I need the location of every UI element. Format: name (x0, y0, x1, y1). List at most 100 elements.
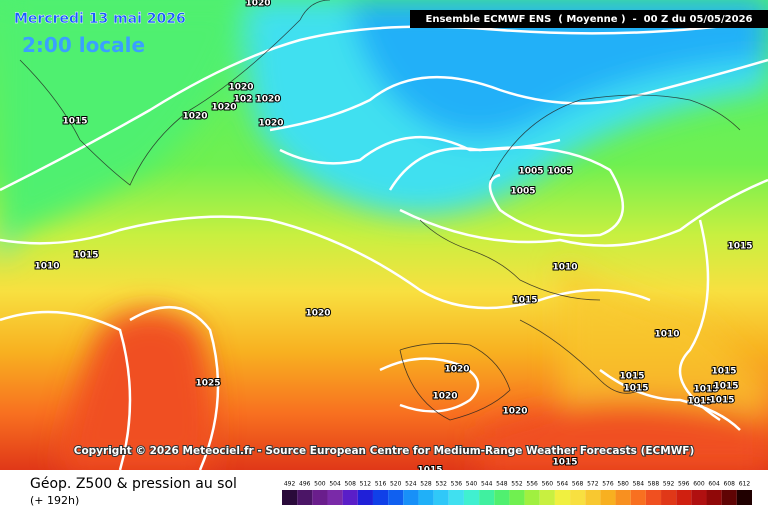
copyright: Copyright © 2026 Meteociel.fr - Source E… (74, 445, 695, 457)
legend-swatch (691, 490, 707, 505)
isobar-label: 1020 (211, 103, 236, 113)
legend-label: 520 (390, 481, 402, 488)
legend-label: 604 (708, 481, 720, 488)
isobar-label: 1015 (552, 458, 577, 468)
legend: 492 496 500 504 508 512 516 520 524 528 532 536 540 5… (282, 481, 752, 505)
legend-swatch (327, 490, 343, 505)
legend-label: 612 (739, 481, 751, 488)
isobar-label: 102 (234, 95, 253, 105)
isobar-label: 1005 (518, 167, 543, 177)
legend-label: 544 (481, 481, 493, 488)
isobar-label: 1025 (195, 379, 220, 389)
legend-label: 568 (572, 481, 584, 488)
legend-swatch (585, 490, 601, 505)
legend-label: 592 (663, 481, 675, 488)
isobar-label: 1020 (255, 95, 280, 105)
legend-label: 512 (360, 481, 372, 488)
legend-label: 532 (435, 481, 447, 488)
run-info: Ensemble ECMWF ENS ( Moyenne ) - 00 Z du… (426, 14, 753, 25)
footer-subtitle: (+ 192h) (30, 494, 79, 507)
isobar-label: 1015 (619, 372, 644, 382)
isobar-label: 1020 (305, 309, 330, 319)
isobar-label: 1010 (654, 330, 679, 340)
legend-swatch (494, 490, 510, 505)
isobar-label: 1015 (62, 117, 87, 127)
legend-swatch (479, 490, 495, 505)
legend-swatch (554, 490, 571, 505)
legend-label: 536 (451, 481, 463, 488)
legend-label: 540 (466, 481, 478, 488)
legend-label: 600 (693, 481, 705, 488)
legend-label: 524 (405, 481, 417, 488)
legend-label: 584 (633, 481, 645, 488)
legend-label: 548 (496, 481, 508, 488)
legend-label: 500 (314, 481, 326, 488)
isobar-label: 1015 (623, 384, 648, 394)
legend-swatch (706, 490, 722, 505)
local-time: 2:00 locale (22, 33, 145, 57)
legend-label: 560 (542, 481, 554, 488)
legend-swatch (524, 490, 540, 505)
footer-title: Géop. Z500 & pression au sol (30, 476, 237, 492)
legend-swatch (433, 490, 449, 505)
legend-swatch (342, 490, 358, 505)
legend-swatch (661, 490, 677, 505)
isobar-label: 1020 (432, 392, 457, 402)
isobar-label: 1005 (547, 167, 572, 177)
legend-swatch (372, 490, 389, 505)
coastlines (19, 0, 741, 421)
legend-label: 580 (617, 481, 629, 488)
isobar-label: 1020 (444, 365, 469, 375)
isobar-label: 1020 (502, 407, 527, 417)
isobar-label: 1015 (693, 385, 718, 395)
isobar-label: 1015 (713, 382, 738, 392)
legend-swatch (509, 490, 525, 505)
legend-label: 552 (511, 481, 523, 488)
isobar-label: 1015 (727, 242, 752, 252)
isobar-label: 1005 (510, 187, 535, 197)
legend-label: 576 (602, 481, 614, 488)
legend-swatch (721, 490, 737, 505)
legend-swatch (282, 490, 298, 505)
legend-swatch (418, 490, 434, 505)
isobar-label: 1015 (709, 396, 734, 406)
isobar-label: 1020 (245, 0, 270, 9)
legend-swatch (463, 490, 480, 505)
legend-swatch (645, 490, 662, 505)
legend-label: 588 (648, 481, 660, 488)
isobar-label: 1020 (258, 119, 283, 129)
isobar-label: 1015 (687, 397, 712, 407)
legend-swatch (448, 490, 464, 505)
isobar-label: 1015 (711, 367, 736, 377)
date: Mercredi 13 mai 2026 (14, 11, 186, 27)
legend-swatch (357, 490, 373, 505)
legend-label: 504 (329, 481, 341, 488)
legend-swatch (676, 490, 692, 505)
legend-swatch (312, 490, 328, 505)
legend-label: 572 (587, 481, 599, 488)
legend-label: 508 (344, 481, 356, 488)
legend-label: 528 (420, 481, 432, 488)
legend-swatch (570, 490, 586, 505)
isobar-label: 1015 (73, 251, 98, 261)
isobars (0, 18, 768, 471)
legend-label: 496 (299, 481, 311, 488)
isobar-label: 1010 (34, 262, 59, 272)
legend-swatch (388, 490, 404, 505)
field (0, 0, 768, 470)
isobar-label: 1010 (552, 263, 577, 273)
legend-swatch (630, 490, 646, 505)
legend-label: 608 (724, 481, 736, 488)
legend-swatch (539, 490, 555, 505)
isobar-label: 1020 (182, 112, 207, 122)
isobar-label: 1020 (228, 83, 253, 93)
legend-label: 596 (678, 481, 690, 488)
legend-label: 492 (284, 481, 296, 488)
legend-swatch (403, 490, 419, 505)
legend-swatch (297, 490, 313, 505)
isobar-label: 1015 (512, 296, 537, 306)
legend-label: 564 (557, 481, 569, 488)
